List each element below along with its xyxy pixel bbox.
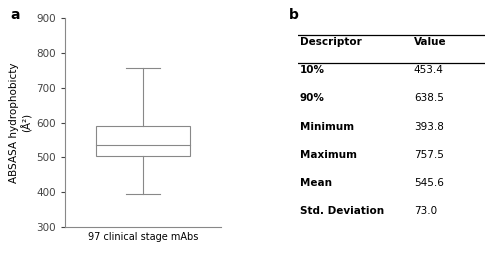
Text: 393.8: 393.8 [414,122,444,132]
Text: Mean: Mean [300,178,332,188]
Text: a: a [10,7,20,22]
Text: 638.5: 638.5 [414,93,444,103]
Text: Descriptor: Descriptor [300,37,362,47]
Text: Value: Value [414,37,446,47]
Text: 545.6: 545.6 [414,178,444,188]
Text: Minimum: Minimum [300,122,354,132]
Text: 10%: 10% [300,65,325,75]
Text: Maximum: Maximum [300,150,357,160]
Text: 453.4: 453.4 [414,65,444,75]
Text: 73.0: 73.0 [414,206,437,216]
Text: b: b [288,7,298,22]
Text: Std. Deviation: Std. Deviation [300,206,384,216]
Text: 757.5: 757.5 [414,150,444,160]
Y-axis label: ABSASA hydrophobicty
(Å²): ABSASA hydrophobicty (Å²) [9,62,32,183]
Bar [96,126,190,156]
Text: 90%: 90% [300,93,324,103]
